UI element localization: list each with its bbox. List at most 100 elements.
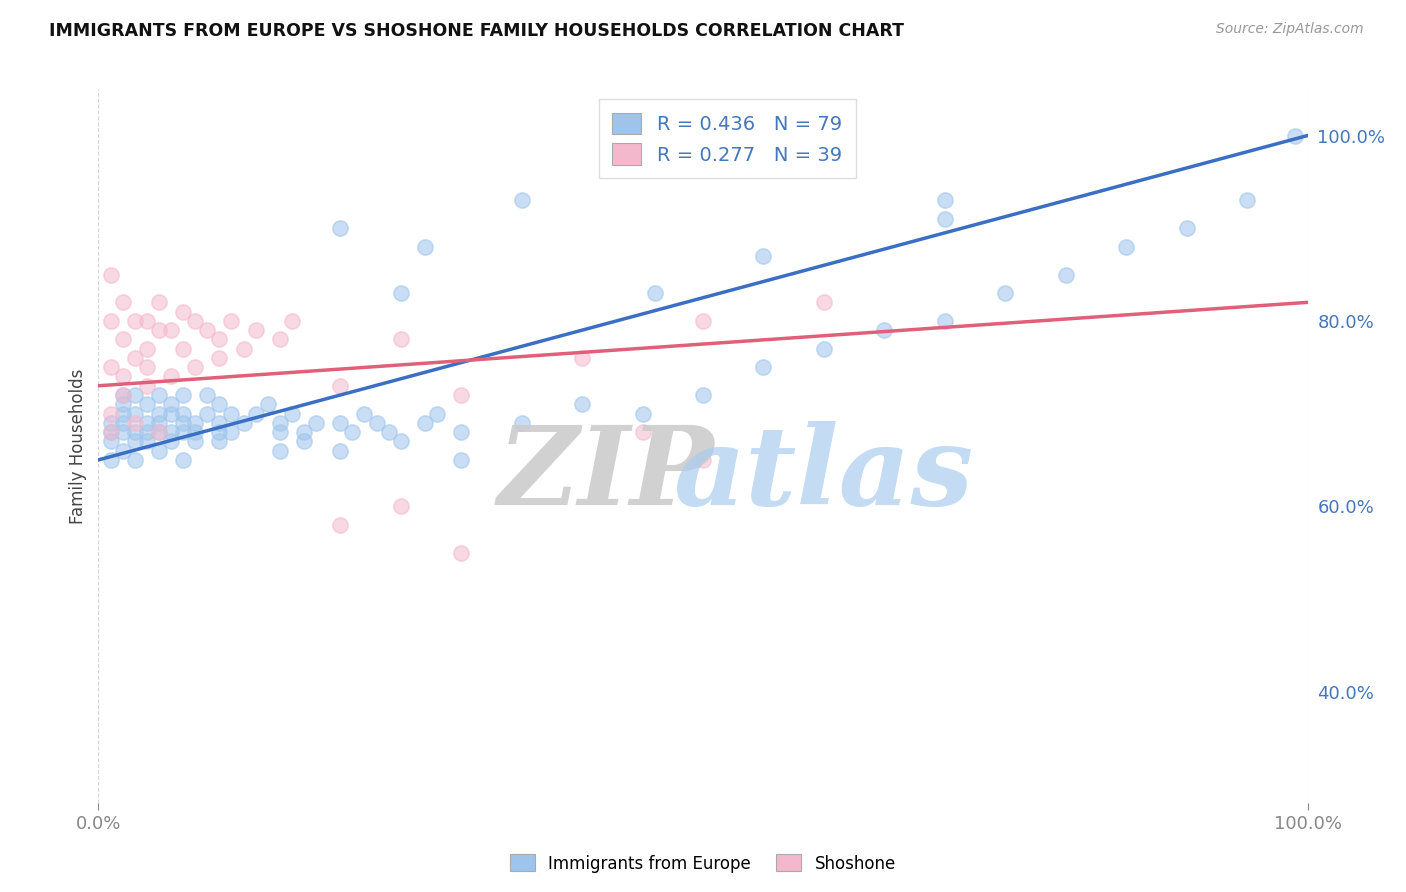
Point [135, 378, 157, 392]
Point [305, 416, 328, 430]
Point [184, 416, 207, 430]
Point [1175, 221, 1198, 235]
Point [342, 425, 364, 439]
Point [413, 240, 436, 254]
Point [184, 425, 207, 439]
Point [631, 407, 654, 421]
Point [232, 342, 254, 356]
Point [329, 378, 352, 392]
Point [195, 388, 218, 402]
Point [208, 434, 231, 449]
Point [752, 249, 775, 263]
Point [124, 314, 146, 328]
Point [135, 416, 157, 430]
Point [1054, 268, 1077, 282]
Text: IMMIGRANTS FROM EUROPE VS SHOSHONE FAMILY HOUSEHOLDS CORRELATION CHART: IMMIGRANTS FROM EUROPE VS SHOSHONE FAMIL… [49, 22, 904, 40]
Point [510, 194, 533, 208]
Point [329, 517, 352, 532]
Point [135, 397, 157, 411]
Point [281, 314, 304, 328]
Point [269, 416, 291, 430]
Point [124, 416, 146, 430]
Point [100, 425, 122, 439]
Point [281, 407, 304, 421]
Point [329, 443, 352, 458]
Point [692, 314, 714, 328]
Point [111, 397, 134, 411]
Point [994, 286, 1017, 301]
Point [100, 268, 122, 282]
Point [195, 407, 218, 421]
Point [100, 453, 122, 467]
Point [172, 425, 194, 439]
Point [353, 407, 375, 421]
Point [148, 425, 170, 439]
Point [245, 323, 267, 337]
Point [221, 314, 243, 328]
Point [124, 434, 146, 449]
Point [426, 407, 449, 421]
Point [644, 286, 666, 301]
Point [100, 434, 122, 449]
Point [124, 351, 146, 365]
Point [389, 500, 412, 514]
Point [148, 388, 170, 402]
Point [172, 342, 194, 356]
Point [934, 211, 956, 226]
Point [571, 351, 593, 365]
Point [148, 407, 170, 421]
Point [172, 453, 194, 467]
Point [692, 453, 714, 467]
Point [100, 407, 122, 421]
Point [329, 221, 352, 235]
Point [232, 416, 254, 430]
Point [195, 323, 218, 337]
Point [269, 443, 291, 458]
Point [135, 434, 157, 449]
Point [124, 425, 146, 439]
Point [269, 333, 291, 347]
Y-axis label: Family Households: Family Households [69, 368, 87, 524]
Point [221, 407, 243, 421]
Point [256, 397, 278, 411]
Point [752, 360, 775, 375]
Point [245, 407, 267, 421]
Point [389, 333, 412, 347]
Text: atlas: atlas [673, 421, 974, 528]
Point [208, 425, 231, 439]
Point [172, 407, 194, 421]
Point [221, 425, 243, 439]
Point [172, 416, 194, 430]
Point [934, 194, 956, 208]
Point [111, 407, 134, 421]
Point [366, 416, 388, 430]
Point [450, 545, 472, 559]
Point [135, 360, 157, 375]
Legend: R = 0.436   N = 79, R = 0.277   N = 39: R = 0.436 N = 79, R = 0.277 N = 39 [599, 99, 856, 178]
Point [111, 369, 134, 384]
Point [160, 323, 183, 337]
Point [148, 416, 170, 430]
Point [160, 397, 183, 411]
Point [160, 369, 183, 384]
Point [135, 342, 157, 356]
Point [100, 416, 122, 430]
Point [148, 425, 170, 439]
Point [631, 425, 654, 439]
Point [208, 333, 231, 347]
Point [813, 342, 835, 356]
Point [124, 388, 146, 402]
Point [111, 443, 134, 458]
Point [389, 434, 412, 449]
Point [873, 323, 896, 337]
Point [269, 425, 291, 439]
Point [510, 416, 533, 430]
Point [148, 295, 170, 310]
Point [692, 388, 714, 402]
Point [208, 416, 231, 430]
Point [100, 360, 122, 375]
Point [172, 304, 194, 318]
Point [100, 425, 122, 439]
Text: Source: ZipAtlas.com: Source: ZipAtlas.com [1216, 22, 1364, 37]
Point [450, 453, 472, 467]
